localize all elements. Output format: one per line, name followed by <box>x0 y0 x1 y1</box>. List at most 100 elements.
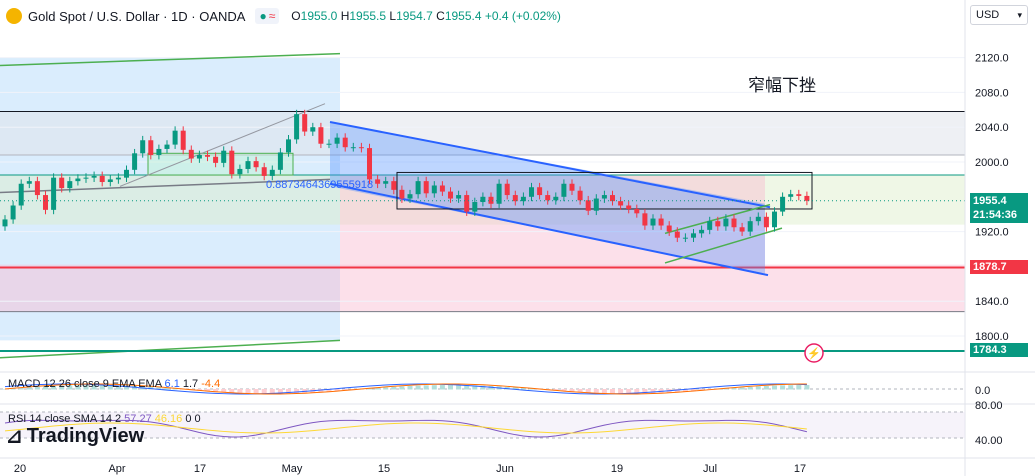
descending-channel-upper[interactable] <box>329 120 771 209</box>
candle-body[interactable] <box>132 153 138 170</box>
candle-body[interactable] <box>504 183 510 196</box>
candle-body[interactable] <box>423 181 429 194</box>
candle-body[interactable] <box>75 178 81 182</box>
candle-body[interactable] <box>650 218 656 226</box>
candle-body[interactable] <box>545 195 551 201</box>
candle-body[interactable] <box>229 150 235 175</box>
candle-body[interactable] <box>496 183 502 204</box>
macd-legend[interactable]: MACD 12 26 close 9 EMA EMA 6.1 1.7 -4.4 <box>8 378 220 390</box>
candle-body[interactable] <box>642 213 648 226</box>
candle-body[interactable] <box>375 179 381 184</box>
candle-body[interactable] <box>788 194 794 197</box>
symbol-title[interactable]: Gold Spot / U.S. Dollar · 1D · OANDA <box>28 8 246 24</box>
candle-body[interactable] <box>342 137 348 148</box>
candle-body[interactable] <box>83 177 89 179</box>
candle-body[interactable] <box>10 205 16 220</box>
candle-body[interactable] <box>350 147 356 149</box>
candle-body[interactable] <box>99 175 105 183</box>
candle-body[interactable] <box>439 185 445 192</box>
candle-body[interactable] <box>391 181 397 190</box>
candle-body[interactable] <box>618 201 624 206</box>
candle-body[interactable] <box>407 194 413 199</box>
candle-body[interactable] <box>148 140 154 156</box>
candle-body[interactable] <box>415 181 421 195</box>
eye-icon[interactable]: ● <box>259 9 267 23</box>
candle-body[interactable] <box>796 194 802 196</box>
range-box[interactable] <box>396 171 813 210</box>
candle-body[interactable] <box>107 179 113 183</box>
candle-body[interactable] <box>318 127 324 144</box>
candle-body[interactable] <box>448 191 453 199</box>
candle-body[interactable] <box>156 148 162 156</box>
candle-body[interactable] <box>383 181 389 184</box>
candle-body[interactable] <box>634 208 640 214</box>
candle-body[interactable] <box>164 144 170 149</box>
candle-body[interactable] <box>553 196 559 201</box>
mini-channel-lower[interactable] <box>664 227 783 264</box>
candle-body[interactable] <box>537 187 543 196</box>
candle-body[interactable] <box>691 233 696 238</box>
candle-body[interactable] <box>51 177 57 210</box>
chart-annotation[interactable]: 窄幅下挫 <box>748 76 816 96</box>
candle-body[interactable] <box>367 148 372 180</box>
candle-body[interactable] <box>310 127 316 132</box>
candle-body[interactable] <box>747 221 753 232</box>
candle-body[interactable] <box>707 221 713 230</box>
candle-body[interactable] <box>610 195 615 202</box>
candle-body[interactable] <box>334 137 340 144</box>
candle-body[interactable] <box>261 167 267 176</box>
channel-lower-line[interactable] <box>0 339 341 359</box>
candle-body[interactable] <box>780 196 786 212</box>
candle-body[interactable] <box>464 195 470 212</box>
candle-body[interactable] <box>593 198 599 211</box>
candle-body[interactable] <box>196 155 202 159</box>
candle-body[interactable] <box>2 219 8 227</box>
price-axis[interactable] <box>965 0 1035 476</box>
candle-body[interactable] <box>585 200 591 211</box>
candle-body[interactable] <box>577 190 583 201</box>
candle-body[interactable] <box>237 168 243 175</box>
candle-body[interactable] <box>326 143 332 145</box>
candle-body[interactable] <box>140 140 146 154</box>
grey-band[interactable] <box>0 111 965 156</box>
candle-body[interactable] <box>286 139 291 153</box>
candle-body[interactable] <box>699 229 705 234</box>
candle-body[interactable] <box>213 156 219 163</box>
candle-body[interactable] <box>601 195 607 199</box>
candle-body[interactable] <box>626 205 632 209</box>
candle-body[interactable] <box>188 149 194 159</box>
candle-body[interactable] <box>739 227 745 232</box>
indicator-toggle[interactable]: ● ≈ <box>255 8 280 24</box>
candle-body[interactable] <box>43 195 48 210</box>
candle-body[interactable] <box>763 216 769 228</box>
candle-body[interactable] <box>480 196 486 203</box>
candle-body[interactable] <box>772 211 777 228</box>
candle-body[interactable] <box>358 147 364 149</box>
candle-body[interactable] <box>731 218 737 228</box>
candle-body[interactable] <box>715 221 721 227</box>
candle-body[interactable] <box>666 225 672 232</box>
candle-body[interactable] <box>205 155 210 157</box>
candle-body[interactable] <box>723 218 729 227</box>
candle-body[interactable] <box>26 181 32 184</box>
candle-body[interactable] <box>431 185 437 194</box>
candle-body[interactable] <box>512 195 518 202</box>
candle-body[interactable] <box>488 196 494 204</box>
candle-body[interactable] <box>456 195 462 199</box>
candle-body[interactable] <box>277 152 283 170</box>
red-zone-mid[interactable] <box>340 175 765 267</box>
candle-body[interactable] <box>67 181 73 189</box>
candle-body[interactable] <box>302 114 308 132</box>
candle-body[interactable] <box>59 177 65 189</box>
candle-body[interactable] <box>91 175 97 178</box>
candle-body[interactable] <box>34 181 40 196</box>
candle-body[interactable] <box>520 196 526 202</box>
candle-body[interactable] <box>658 218 664 226</box>
candle-body[interactable] <box>529 187 534 197</box>
candle-body[interactable] <box>755 216 761 222</box>
candle-body[interactable] <box>569 183 575 191</box>
candle-body[interactable] <box>221 150 227 163</box>
candle-body[interactable] <box>124 169 129 178</box>
candle-body[interactable] <box>115 177 121 180</box>
